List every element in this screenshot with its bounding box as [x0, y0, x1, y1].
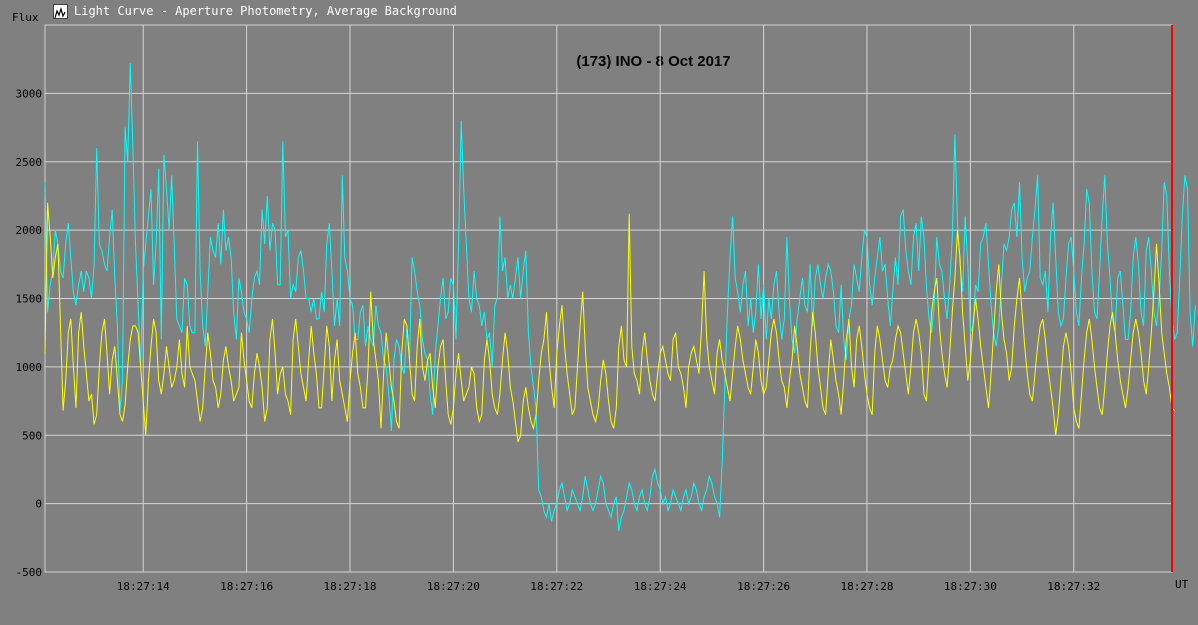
window-title: Light Curve - Aperture Photometry, Avera…: [74, 4, 457, 18]
x-tick-label: 18:27:26: [737, 580, 790, 593]
x-tick-label: 18:27:16: [220, 580, 273, 593]
x-tick-label: 18:27:20: [427, 580, 480, 593]
x-tick-label: 18:27:14: [117, 580, 170, 593]
series-line-1: [44, 63, 1196, 532]
x-tick-label: 18:27:32: [1047, 580, 1100, 593]
y-tick-label: 2500: [16, 156, 43, 169]
series-line-2: [44, 202, 1175, 443]
x-axis-label: UT: [1175, 578, 1189, 591]
y-tick-label: 1000: [16, 361, 43, 374]
x-tick-label: 18:27:30: [944, 580, 997, 593]
y-tick-label: 3000: [16, 87, 43, 100]
y-tick-label: 500: [22, 429, 42, 442]
chart-title: (173) INO - 8 Oct 2017: [576, 53, 731, 70]
x-tick-label: 18:27:28: [840, 580, 893, 593]
y-tick-label: 0: [35, 498, 42, 511]
y-tick-label: 2000: [16, 224, 43, 237]
x-tick-label: 18:27:24: [634, 580, 687, 593]
y-axis-label: Flux: [12, 11, 39, 24]
y-tick-label: -500: [16, 566, 43, 579]
x-tick-label: 18:27:22: [530, 580, 583, 593]
light-curve-app-icon[interactable]: [53, 4, 68, 19]
y-tick-label: 1500: [16, 293, 43, 306]
x-tick-label: 18:27:18: [324, 580, 377, 593]
plot-frame: [44, 24, 1173, 573]
